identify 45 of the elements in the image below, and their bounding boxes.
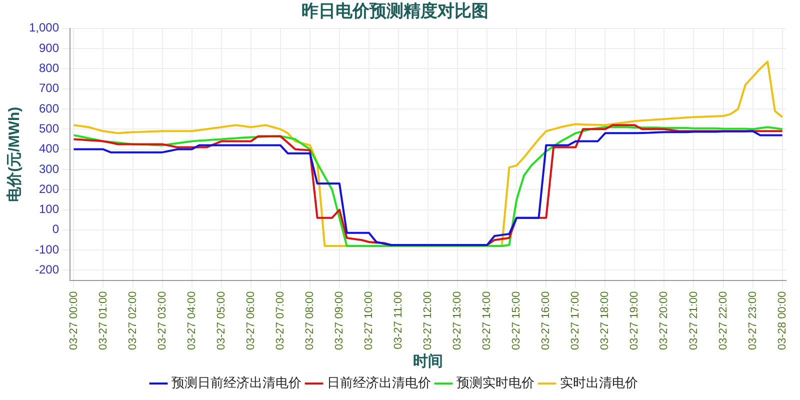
x-tick-label: 03-27 11:00	[392, 291, 405, 350]
x-tick-label: 03-27 20:00	[658, 291, 670, 350]
x-tick-label: 03-27 18:00	[599, 291, 612, 350]
x-tick-label: 03-27 09:00	[333, 291, 346, 350]
y-axis-title: 电价(元/MWh)	[6, 106, 24, 202]
x-tick-label: 03-27 05:00	[215, 291, 228, 350]
x-axis-title: 时间	[413, 353, 444, 370]
x-tick-label: 03-27 12:00	[422, 291, 434, 350]
x-tick-label: 03-27 15:00	[510, 291, 523, 350]
x-tick-label: 03-27 03:00	[156, 291, 168, 350]
y-tick-label: 200	[39, 182, 60, 196]
x-tick-label: 03-27 16:00	[540, 291, 552, 350]
x-tick-label: 03-27 07:00	[274, 291, 286, 350]
x-tick-label: 03-27 23:00	[746, 291, 759, 350]
y-tick-label: 900	[39, 40, 60, 55]
x-tick-label: 03-27 06:00	[244, 291, 257, 350]
x-tick-label: 03-27 08:00	[304, 291, 316, 350]
y-tick-label: 300	[39, 162, 60, 176]
legend-label: 实时出清电价	[560, 376, 638, 391]
x-tick-label: 03-27 01:00	[97, 291, 110, 350]
y-tick-label: 700	[39, 81, 60, 96]
y-tick-label: 400	[39, 142, 60, 156]
x-tick-label: 03-27 10:00	[362, 291, 375, 350]
x-tick-label: 03-27 21:00	[688, 291, 700, 350]
x-tick-label: 03-27 14:00	[481, 291, 494, 350]
x-tick-label: 03-27 04:00	[186, 291, 198, 350]
y-tick-label: 800	[39, 61, 60, 76]
x-tick-label: 03-27 22:00	[717, 291, 730, 350]
chart-title: 昨日电价预测精度对比图	[302, 2, 488, 22]
y-tick-label: 100	[39, 202, 60, 216]
x-tick-label: 03-27 19:00	[628, 291, 641, 350]
y-tick-label: 1,000	[29, 20, 60, 35]
x-tick-label: 03-27 00:00	[68, 291, 80, 350]
x-tick-label: 03-28 00:00	[776, 291, 788, 350]
y-tick-label: -100	[35, 242, 60, 256]
y-tick-label: 0	[52, 222, 60, 236]
y-tick-label: 500	[39, 121, 60, 136]
legend-label: 预测实时电价	[456, 376, 534, 391]
x-tick-label: 03-27 17:00	[570, 291, 582, 350]
y-tick-label: 600	[39, 101, 60, 116]
x-tick-label: 03-27 13:00	[452, 291, 464, 350]
legend-label: 预测日前经济出清电价	[172, 376, 302, 391]
y-tick-label: -200	[35, 262, 60, 277]
legend-label: 日前经济出清电价	[327, 376, 431, 391]
x-tick-label: 03-27 02:00	[126, 291, 139, 350]
